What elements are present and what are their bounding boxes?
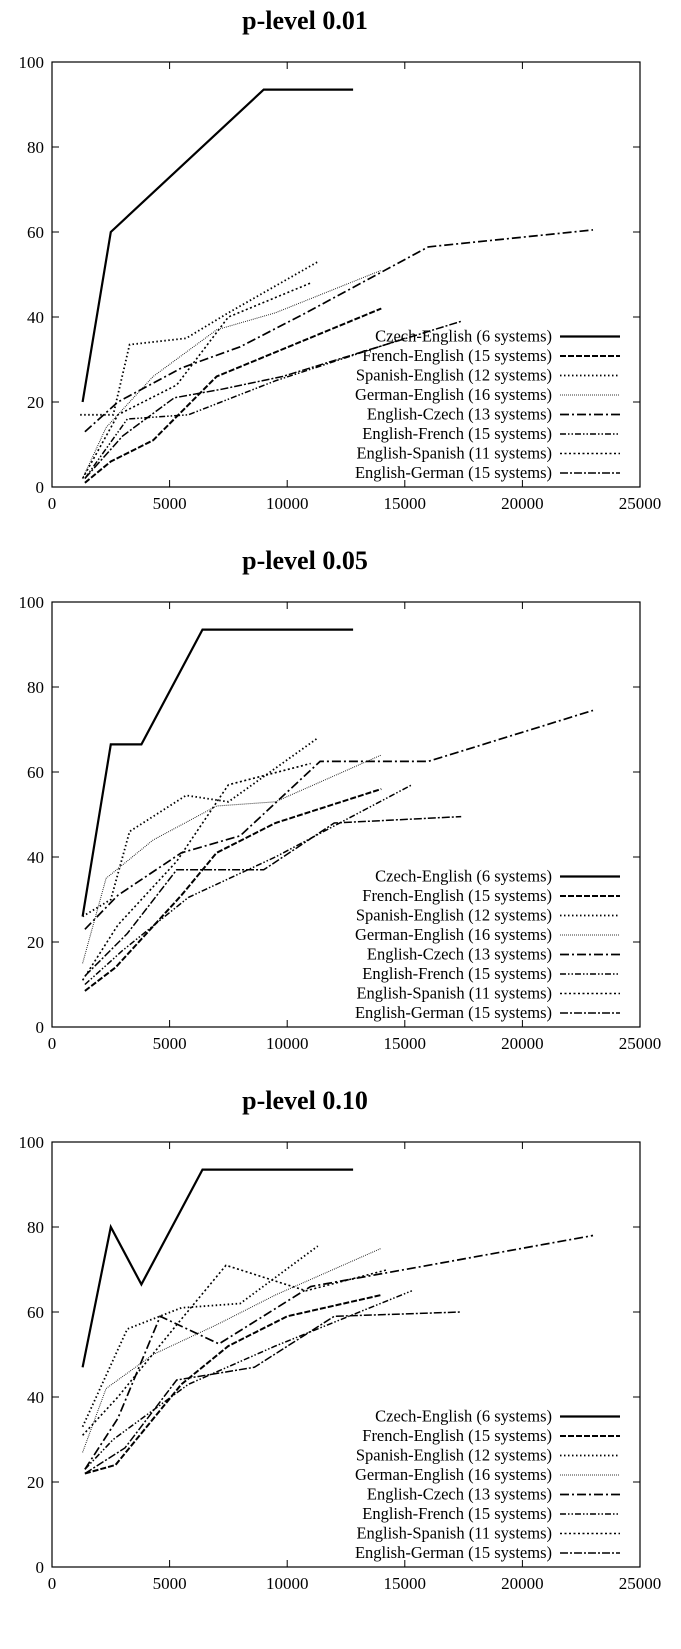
series-line-6	[84, 337, 406, 479]
y-tick-label: 20	[27, 1473, 44, 1492]
x-tick-label: 10000	[266, 1574, 309, 1593]
plot-frame	[51, 1141, 641, 1568]
series-line-2	[84, 307, 382, 484]
chart-panel-2: p-level 0.05 0 5000 10000 15000 20000 25000 0 2…	[0, 540, 681, 1080]
legend-label: Czech-English (6 systems)	[375, 1407, 552, 1426]
y-tick-label: 0	[36, 1558, 45, 1577]
series-line-5	[84, 229, 594, 433]
series-line-8	[84, 1311, 462, 1475]
y-tick-label: 60	[27, 223, 44, 242]
legend-label: Czech-English (6 systems)	[375, 867, 552, 886]
legend-label: German-English (16 systems)	[355, 925, 552, 944]
series-line-1	[81, 88, 354, 403]
x-tick-label: 25000	[619, 1034, 662, 1053]
legend-label: French-English (15 systems)	[362, 1426, 552, 1445]
x-tick-label: 0	[48, 1034, 57, 1053]
x-tick-label: 15000	[384, 494, 427, 513]
legend-label: French-English (15 systems)	[362, 886, 552, 905]
x-tick-label: 25000	[619, 1574, 662, 1593]
y-tick-label: 20	[27, 933, 44, 952]
series-line-4	[82, 1247, 382, 1453]
y-tick-label: 40	[27, 1388, 44, 1407]
series-line-5	[84, 1234, 594, 1470]
legend-label: Spanish-English (12 systems)	[356, 906, 552, 925]
x-tick-label: 0	[48, 494, 57, 513]
legend-label: Spanish-English (12 systems)	[356, 1446, 552, 1465]
legend-label: English-Spanish (11 systems)	[356, 1524, 552, 1543]
series-line-1	[81, 1168, 354, 1368]
chart-panel-1: p-level 0.01 0 5000 10000 15000 20000 25000 0 2…	[0, 0, 681, 540]
y-tick-label: 0	[36, 1018, 45, 1037]
y-tick-label: 20	[27, 393, 44, 412]
y-tick-label: 60	[27, 1303, 44, 1322]
chart-title: p-level 0.05	[242, 546, 368, 575]
legend-label: German-English (16 systems)	[355, 1465, 552, 1484]
legend-label: English-German (15 systems)	[355, 463, 552, 482]
x-tick-label: 0	[48, 1574, 57, 1593]
x-tick-label: 5000	[153, 1574, 187, 1593]
series-line-8	[84, 320, 462, 479]
y-tick-label: 80	[27, 678, 44, 697]
chart-svg: 0 5000 10000 15000 20000 25000 0 20 40 60 80 100 Cze…	[19, 53, 662, 513]
legend-label: English-French (15 systems)	[362, 424, 552, 443]
y-tick-label: 100	[19, 1133, 45, 1152]
series-line-2	[84, 788, 382, 992]
series-line-7	[81, 282, 312, 479]
legend-label: French-English (15 systems)	[362, 346, 552, 365]
series-line-1	[81, 628, 354, 917]
series-line-6	[84, 1290, 413, 1470]
y-tick-label: 40	[27, 848, 44, 867]
series-line-4	[82, 754, 382, 964]
chart-svg: 0 5000 10000 15000 20000 25000 0 20 40 60 80 100 Cze…	[19, 1133, 662, 1593]
legend-label: German-English (16 systems)	[355, 385, 552, 404]
series-line-3	[80, 261, 319, 416]
series-line-2	[84, 1294, 382, 1475]
series-line-5	[84, 709, 594, 930]
legend-label: English-French (15 systems)	[362, 1504, 552, 1523]
chart-title: p-level 0.01	[242, 6, 368, 35]
y-tick-label: 100	[19, 53, 45, 72]
legend-label: English-Czech (13 systems)	[367, 1485, 552, 1504]
x-tick-label: 5000	[153, 1034, 187, 1053]
series-line-6	[84, 784, 413, 986]
legend-label: English-German (15 systems)	[355, 1003, 552, 1022]
x-tick-label: 5000	[153, 494, 187, 513]
x-tick-label: 15000	[384, 1574, 427, 1593]
legend-label: English-Spanish (11 systems)	[356, 444, 552, 463]
legend-label: English-Czech (13 systems)	[367, 405, 552, 424]
legend-label: English-German (15 systems)	[355, 1543, 552, 1562]
x-tick-label: 10000	[266, 1034, 309, 1053]
series-line-4	[82, 269, 382, 479]
plot-frame	[51, 601, 641, 1028]
y-tick-label: 80	[27, 138, 44, 157]
y-tick-label: 0	[36, 478, 45, 497]
legend-label: English-Czech (13 systems)	[367, 945, 552, 964]
series-line-7	[82, 1264, 389, 1436]
plot-frame	[51, 61, 641, 488]
series-line-8	[84, 815, 462, 977]
x-tick-label: 20000	[501, 1574, 544, 1593]
x-tick-label: 20000	[501, 494, 544, 513]
legend-label: English-Spanish (11 systems)	[356, 984, 552, 1003]
y-tick-label: 80	[27, 1218, 44, 1237]
y-tick-label: 60	[27, 763, 44, 782]
chart-title: p-level 0.10	[242, 1086, 368, 1115]
legend-label: Czech-English (6 systems)	[375, 327, 552, 346]
legend-label: Spanish-English (12 systems)	[356, 366, 552, 385]
x-tick-label: 10000	[266, 494, 309, 513]
x-tick-label: 20000	[501, 1034, 544, 1053]
y-tick-label: 100	[19, 593, 45, 612]
x-tick-label: 15000	[384, 1034, 427, 1053]
chart-panel-3: p-level 0.10 0 5000 10000 15000 20000 25000 0 2…	[0, 1080, 681, 1620]
series-line-7	[81, 762, 311, 981]
y-tick-label: 40	[27, 308, 44, 327]
series-line-3	[82, 737, 319, 918]
legend-label: English-French (15 systems)	[362, 964, 552, 983]
series-line-3	[81, 1245, 319, 1428]
chart-svg: 0 5000 10000 15000 20000 25000 0 20 40 60 80 100 Cze…	[19, 593, 662, 1053]
x-tick-label: 25000	[619, 494, 662, 513]
